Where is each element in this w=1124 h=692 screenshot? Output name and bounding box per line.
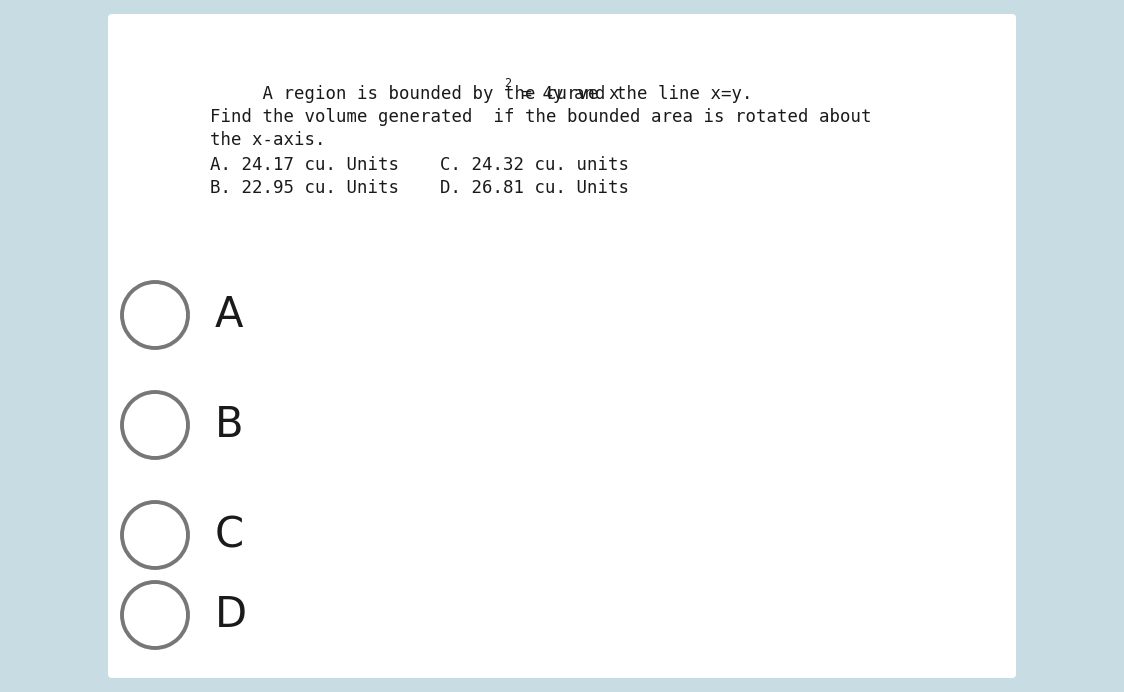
Text: C: C (215, 514, 244, 556)
FancyBboxPatch shape (108, 14, 1016, 678)
Text: C. 24.32 cu. units: C. 24.32 cu. units (439, 156, 629, 174)
Text: D: D (215, 594, 247, 636)
Text: = 4y and the line x=y.: = 4y and the line x=y. (511, 85, 752, 103)
Text: A region is bounded by the curve x: A region is bounded by the curve x (210, 85, 619, 103)
Text: B: B (215, 404, 244, 446)
Text: A: A (215, 294, 244, 336)
Text: the x-axis.: the x-axis. (210, 131, 326, 149)
Text: A. 24.17 cu. Units: A. 24.17 cu. Units (210, 156, 399, 174)
Text: B. 22.95 cu. Units: B. 22.95 cu. Units (210, 179, 399, 197)
Text: Find the volume generated  if the bounded area is rotated about: Find the volume generated if the bounded… (210, 108, 871, 126)
Text: D. 26.81 cu. Units: D. 26.81 cu. Units (439, 179, 629, 197)
Text: 2: 2 (505, 77, 511, 90)
